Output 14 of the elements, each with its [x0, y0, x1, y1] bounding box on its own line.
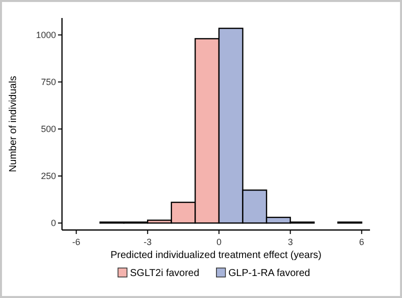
x-tick-label: 0 [216, 237, 222, 247]
y-axis-title: Number of individuals [8, 76, 19, 172]
y-tick-label: 0 [50, 218, 56, 228]
y-tick-label: 500 [40, 124, 56, 134]
legend-label: GLP-1-RA favored [228, 268, 310, 279]
x-tick-label: -3 [144, 237, 152, 247]
x-axis-title: Predicted individualized treatment effect (years) [110, 250, 322, 261]
x-tick-label: 3 [288, 237, 293, 247]
y-tick-label: 250 [40, 171, 56, 182]
y-tick-label: 750 [40, 76, 56, 87]
legend-label: SGLT2i favored [130, 268, 200, 279]
x-tick-label: 6 [359, 237, 364, 247]
x-tick-label: -6 [72, 237, 80, 247]
y-tick-label: 1000 [36, 30, 56, 40]
